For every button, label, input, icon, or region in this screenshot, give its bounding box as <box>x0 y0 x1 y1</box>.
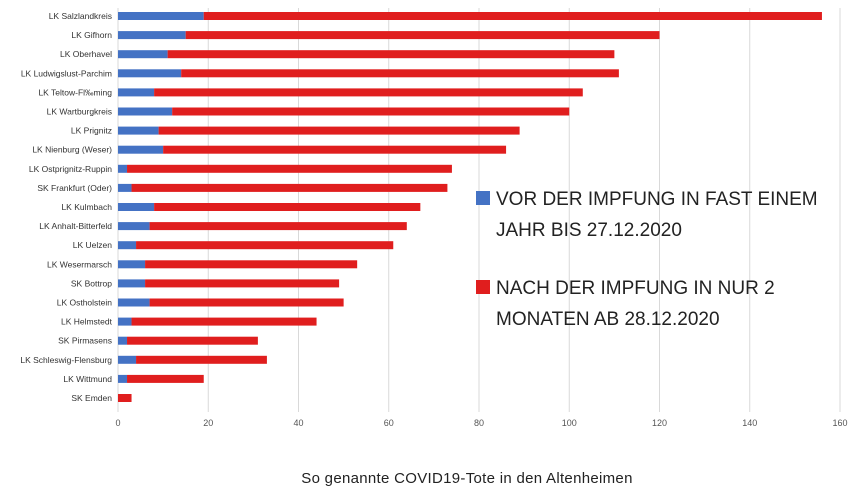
category-label: LK Gifhorn <box>71 30 112 40</box>
x-tick-label: 160 <box>832 418 847 428</box>
bar-segment-before <box>118 336 128 345</box>
x-tick-label: 120 <box>652 418 667 428</box>
category-label: LK Uelzen <box>73 240 112 250</box>
legend: VOR DER IMPFUNG IN FAST EINEM JAHR BIS 2… <box>476 189 818 330</box>
legend-label-after-line2: MONATEN AB 28.12.2020 <box>496 309 720 330</box>
x-tick-label: 140 <box>742 418 757 428</box>
bar-segment-after <box>127 336 258 345</box>
legend-swatch-before <box>476 191 490 205</box>
bar-segment-before <box>118 279 146 288</box>
category-label: LK Teltow-Fl‰ming <box>38 87 112 97</box>
bar-segment-after <box>181 69 619 78</box>
x-tick-label: 20 <box>203 418 213 428</box>
category-label: LK Oberhavel <box>60 49 112 59</box>
bar-segment-after <box>154 203 421 211</box>
bar-segment-before <box>118 126 159 135</box>
category-label: LK Wartburgkreis <box>47 107 112 117</box>
bar-segment-before <box>118 183 132 192</box>
bar-segment-after <box>158 126 520 135</box>
bar-segment-after <box>203 12 822 20</box>
bar-segment-before <box>118 50 168 59</box>
bar-segment-before <box>118 31 186 40</box>
x-tick-label: 100 <box>562 418 577 428</box>
x-tick-label: 40 <box>293 418 303 428</box>
bar-segment-after <box>167 50 615 59</box>
bar-segment-before <box>118 374 128 383</box>
bar-segment-after <box>118 394 132 402</box>
bar-segment-after <box>136 355 267 364</box>
category-label: SK Bottrop <box>71 278 112 288</box>
bar-segment-after <box>127 164 452 173</box>
bar-segment-before <box>118 241 137 250</box>
bar-segment-before <box>118 107 173 116</box>
category-label: SK Emden <box>71 393 112 403</box>
category-label: LK Nienburg (Weser) <box>32 145 112 155</box>
bar-segment-before <box>118 260 146 269</box>
bar-segment-before <box>118 88 155 97</box>
bar-segment-after <box>145 260 358 269</box>
bar-segment-before <box>118 317 132 326</box>
category-label: LK Ostholstein <box>57 298 113 308</box>
category-label: SK Frankfurt (Oder) <box>37 183 112 193</box>
category-label: LK Prignitz <box>71 126 112 136</box>
legend-label-before-line2: JAHR BIS 27.12.2020 <box>496 220 682 241</box>
category-label: LK Helmstedt <box>61 317 113 327</box>
category-label: LK Salzlandkreis <box>49 11 112 21</box>
bar-segment-before <box>118 355 137 364</box>
bars <box>118 12 822 402</box>
bar-segment-before <box>118 145 164 154</box>
legend-swatch-after <box>476 280 490 294</box>
bar-segment-after <box>136 241 394 250</box>
category-label: LK Wittmund <box>63 374 112 384</box>
category-label: LK Wesermarsch <box>47 259 112 269</box>
bar-segment-after <box>149 298 344 307</box>
legend-label-after-line1: NACH DER IMPFUNG IN NUR 2 <box>496 278 775 299</box>
bar-segment-after <box>131 183 448 192</box>
bar-segment-after <box>149 222 407 231</box>
chart-title: So genannte COVID19-Tote in den Altenhei… <box>301 470 632 487</box>
bar-segment-before <box>118 203 155 211</box>
x-axis-ticks: 0 20 40 60 80 100 120 140 160 <box>115 418 847 428</box>
category-label: LK Schleswig-Flensburg <box>20 355 112 365</box>
category-label: LK Kulmbach <box>61 202 112 212</box>
bar-segment-after <box>145 279 340 288</box>
x-tick-label: 0 <box>115 418 120 428</box>
legend-label-before-line1: VOR DER IMPFUNG IN FAST EINEM <box>496 189 818 210</box>
bar-segment-after <box>154 88 583 97</box>
bar-segment-before <box>118 164 128 173</box>
category-label: LK Anhalt-Bitterfeld <box>39 221 112 231</box>
bar-segment-before <box>118 69 182 78</box>
category-labels: LK Salzlandkreis LK Gifhorn LK Oberhavel LK… <box>20 11 112 403</box>
bar-segment-before <box>118 298 150 307</box>
x-tick-label: 80 <box>474 418 484 428</box>
bar-segment-after <box>172 107 570 116</box>
category-label: LK Ludwigslust-Parchim <box>21 68 112 78</box>
bar-segment-after <box>163 145 507 154</box>
bar-segment-after <box>185 31 660 40</box>
bar-segment-after <box>131 317 317 326</box>
category-label: LK Ostprignitz-Ruppin <box>29 164 112 174</box>
x-tick-label: 60 <box>384 418 394 428</box>
bar-segment-after <box>127 374 204 383</box>
bar-segment-before <box>118 222 150 231</box>
category-label: SK Pirmasens <box>58 336 112 346</box>
bar-segment-before <box>118 12 204 20</box>
